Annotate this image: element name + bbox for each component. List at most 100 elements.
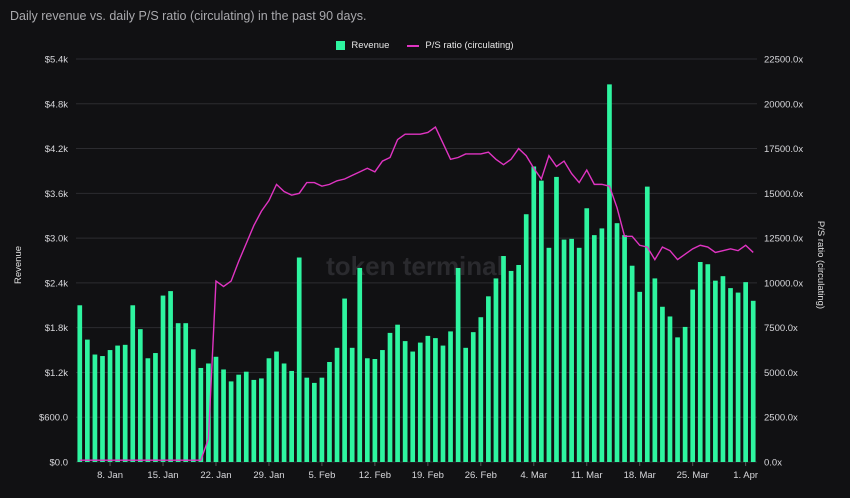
y-left-tick-label: $3.0k: [45, 234, 68, 245]
revenue-bar: [206, 363, 211, 462]
revenue-bar: [380, 350, 385, 462]
revenue-bar: [259, 378, 264, 462]
x-tick-label: 19. Feb: [412, 470, 444, 481]
revenue-bar: [243, 371, 249, 462]
x-tick-label: 26. Feb: [465, 470, 497, 481]
revenue-bar: [387, 332, 393, 462]
revenue-bar: [115, 345, 120, 462]
revenue-bar: [629, 265, 635, 462]
y-axis-left-title: Revenue: [13, 246, 24, 284]
revenue-bar: [228, 381, 234, 462]
y-left-tick-label: $0.0: [50, 458, 69, 469]
revenue-bar: [153, 353, 158, 462]
revenue-bar: [705, 264, 711, 462]
revenue-bar: [735, 292, 741, 462]
y-right-tick-label: 12500.0x: [764, 234, 803, 245]
y-left-tick-label: $5.4k: [45, 55, 68, 66]
revenue-bar: [599, 228, 605, 462]
revenue-bar: [296, 257, 302, 462]
revenue-bar: [168, 291, 173, 462]
x-tick-label: 18. Mar: [624, 470, 656, 481]
y-left-tick-label: $2.4k: [45, 278, 68, 289]
revenue-bar: [372, 359, 378, 462]
revenue-bar: [410, 351, 416, 462]
revenue-bar: [508, 270, 514, 462]
x-axis: 8. Jan 15. Jan 22. Jan 29. Jan 5. Feb 12. Feb…: [97, 462, 758, 481]
revenue-bar: [327, 361, 332, 462]
revenue-bar: [221, 369, 226, 462]
chart-title: Daily revenue vs. daily P/S ratio (circu…: [10, 9, 367, 23]
legend-item-revenue[interactable]: Revenue: [336, 40, 389, 51]
x-tick-label: 1. Apr: [733, 470, 758, 481]
revenue-bar: [395, 324, 400, 462]
revenue-bar: [652, 278, 658, 462]
revenue-bar: [576, 247, 582, 462]
revenue-bar: [122, 344, 128, 462]
revenue-bar: [190, 349, 196, 462]
revenue-bar: [274, 351, 279, 462]
revenue-bar: [130, 305, 136, 462]
y-axis-left: $0.0 $600.0 $1.2k $1.8k $2.4k $3.0k $3.6k $4.2k…: [39, 55, 68, 469]
revenue-bar: [728, 288, 733, 462]
ps-ratio-line: [79, 126, 754, 461]
revenue-bar: [743, 282, 748, 462]
y-axis-right-title: P/S ratio (circulating): [815, 221, 826, 309]
legend-label-revenue: Revenue: [351, 40, 390, 51]
x-tick-label: 22. Jan: [200, 470, 231, 481]
revenue-bar: [334, 347, 340, 462]
revenue-bar: [100, 356, 105, 462]
y-left-tick-label: $4.2k: [45, 144, 68, 155]
legend-swatch-ps-ratio: [407, 44, 420, 47]
revenue-bar: [607, 84, 612, 462]
revenue-bar: [417, 342, 423, 462]
revenue-bar: [160, 295, 166, 462]
revenue-bar: [690, 289, 696, 462]
revenue-bar: [319, 377, 325, 462]
revenue-bar: [637, 291, 643, 462]
revenue-bar: [622, 235, 627, 462]
revenue-bar: [304, 377, 310, 462]
revenue-bar: [697, 261, 703, 462]
revenue-bar: [569, 238, 574, 462]
x-tick-label: 29. Jan: [253, 470, 284, 481]
revenue-bar: [478, 317, 484, 462]
revenue-bar: [402, 341, 408, 462]
legend-item-ps-ratio[interactable]: P/S ratio (circulating): [407, 40, 514, 51]
revenue-bar: [251, 379, 257, 462]
revenue-bar: [554, 176, 559, 463]
revenue-bar: [433, 338, 438, 462]
revenue-bar: [546, 247, 552, 462]
y-left-tick-label: $1.2k: [45, 368, 68, 379]
y-left-tick-label: $600.0: [39, 413, 68, 424]
revenue-bar: [644, 186, 650, 462]
revenue-bar: [682, 326, 688, 462]
y-right-tick-label: 0.0x: [764, 458, 782, 469]
revenue-bar: [289, 370, 294, 462]
revenue-bar: [614, 223, 620, 462]
revenue-bar: [357, 267, 363, 462]
revenue-bar: [107, 350, 113, 462]
revenue-bar: [425, 335, 431, 462]
y-right-tick-label: 15000.0x: [764, 189, 803, 200]
revenue-bar: [463, 347, 469, 462]
revenue-bar: [539, 180, 544, 462]
revenue-bar: [213, 356, 219, 462]
x-tick-label: 11. Mar: [571, 470, 603, 481]
revenue-bar: [516, 264, 521, 462]
y-right-tick-label: 22500.0x: [764, 55, 803, 66]
revenue-bar: [591, 235, 597, 462]
x-tick-label: 12. Feb: [359, 470, 391, 481]
revenue-bar: [175, 323, 181, 462]
revenue-bar: [584, 208, 590, 462]
revenue-bar: [720, 276, 726, 462]
revenue-bar: [531, 166, 537, 462]
y-right-tick-label: 17500.0x: [764, 144, 803, 155]
revenue-bar: [198, 367, 204, 462]
revenue-bar: [501, 256, 506, 462]
revenue-bar: [523, 214, 529, 462]
revenue-bar: [364, 358, 370, 462]
revenue-bar: [183, 323, 189, 462]
y-left-tick-label: $4.8k: [45, 99, 68, 110]
revenue-bar: [660, 306, 665, 462]
